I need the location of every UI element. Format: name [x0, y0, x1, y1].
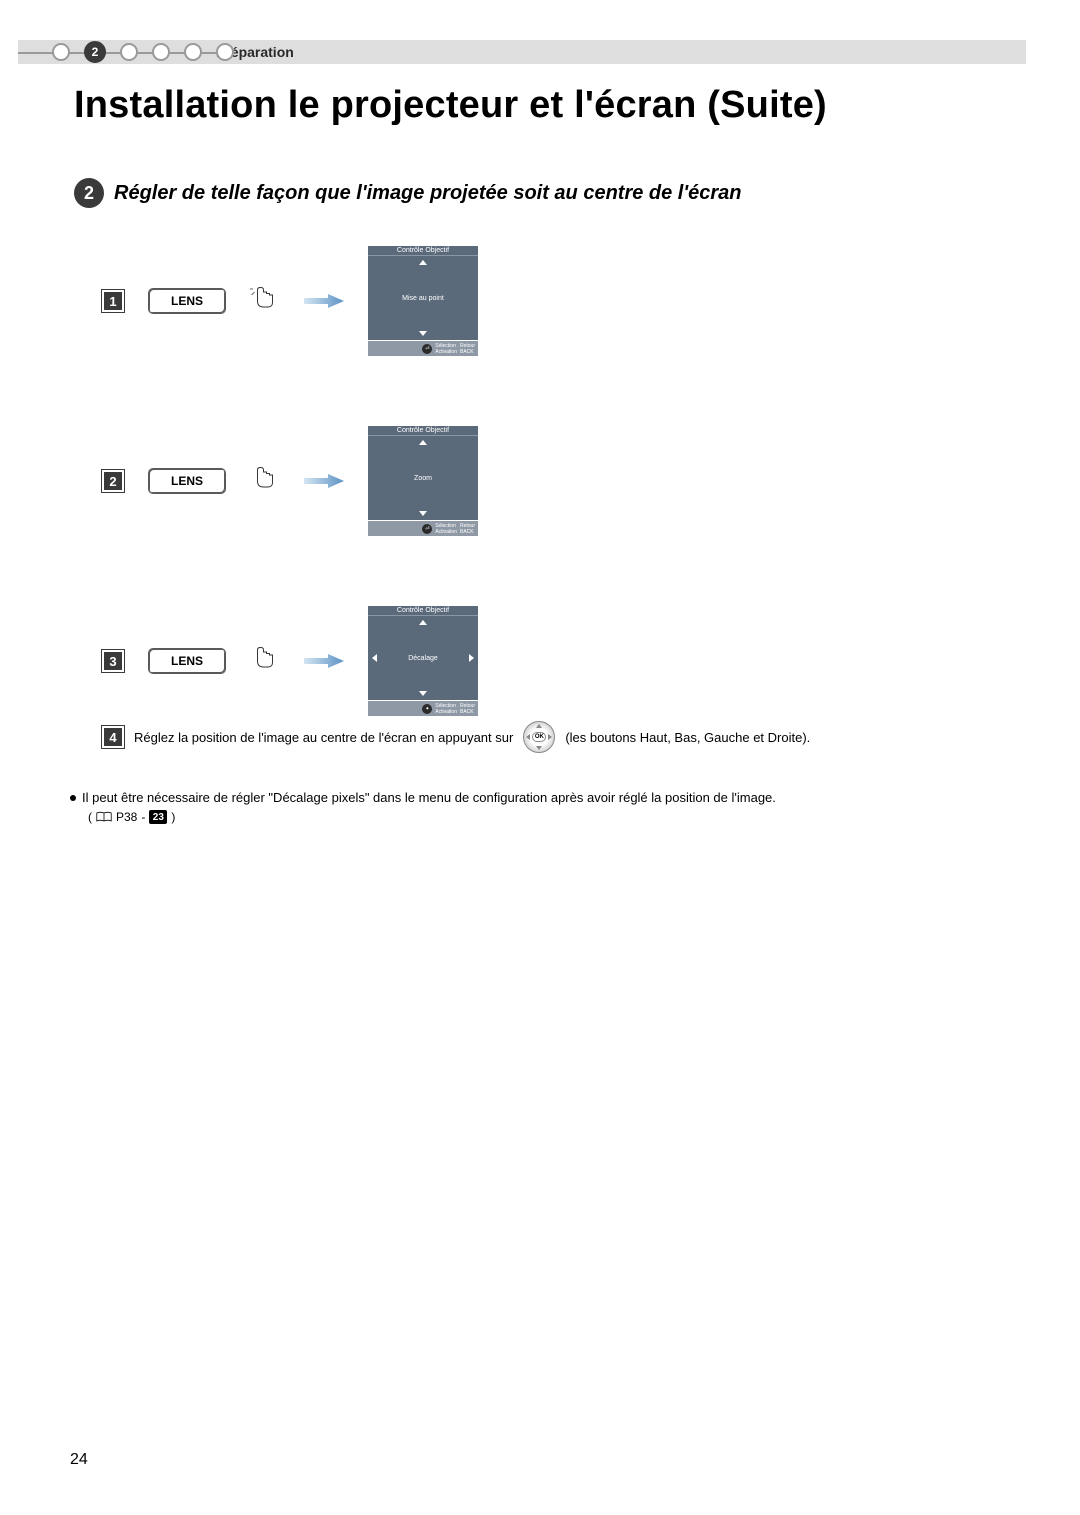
book-icon	[96, 811, 112, 823]
osd-footer-icon: ✦	[422, 704, 432, 714]
step-number-2: 2	[102, 470, 124, 492]
press-hand-icon	[250, 286, 280, 316]
right-triangle-icon	[469, 654, 474, 662]
down-triangle-icon	[419, 511, 427, 516]
down-triangle-icon	[536, 746, 542, 750]
lens-button[interactable]: LENS	[148, 288, 226, 314]
ref-open-paren: (	[88, 810, 92, 824]
osd-title: Contrôle Objectif	[368, 606, 478, 616]
arrow-icon	[304, 653, 344, 669]
osd-footer: ⏎ Sélection Activation Retour BACK	[368, 520, 478, 536]
up-triangle-icon	[419, 260, 427, 265]
step-number-1: 1	[102, 290, 124, 312]
lens-button[interactable]: LENS	[148, 468, 226, 494]
osd-footer-icon: ⏎	[422, 524, 432, 534]
press-hand-icon	[250, 466, 280, 496]
bullet-icon	[70, 795, 76, 801]
right-triangle-icon	[548, 734, 552, 740]
step-circle-5	[184, 43, 202, 61]
osd-mode-label: Zoom	[414, 475, 432, 482]
steps-container: 1 LENS Contrôle Objectif Mise au point	[102, 246, 478, 786]
left-triangle-icon	[526, 734, 530, 740]
osd-body: Mise au point	[368, 256, 478, 340]
down-triangle-icon	[419, 331, 427, 336]
step-circle-2-active: 2	[84, 41, 106, 63]
page-number: 24	[70, 1451, 88, 1469]
step-circle-4	[152, 43, 170, 61]
up-triangle-icon	[419, 440, 427, 445]
osd-panel-shift: Contrôle Objectif Décalage ✦ Sélection A…	[368, 606, 478, 716]
osd-body: Décalage	[368, 616, 478, 700]
step-circle-6	[216, 43, 234, 61]
osd-panel-zoom: Contrôle Objectif Zoom ⏎ Sélection Activ…	[368, 426, 478, 536]
osd-mode-label: Décalage	[408, 655, 438, 662]
step-1-row: 1 LENS Contrôle Objectif Mise au point	[102, 246, 478, 356]
osd-footer-activation: Activation	[435, 709, 457, 715]
ref-sep: -	[141, 810, 145, 824]
osd-footer-back: BACK	[460, 709, 475, 715]
step-2-row: 2 LENS Contrôle Objectif Zoom ⏎ Sélectio…	[102, 426, 478, 536]
step-circle-3	[120, 43, 138, 61]
step-number-4: 4	[102, 726, 124, 748]
note-row: Il peut être nécessaire de régler "Décal…	[70, 790, 1020, 805]
osd-footer: ⏎ Sélection Activation Retour BACK	[368, 340, 478, 356]
header-bar: 2 Préparation	[18, 40, 1026, 64]
osd-body: Zoom	[368, 436, 478, 520]
arrow-icon	[304, 473, 344, 489]
ref-close-paren: )	[171, 810, 175, 824]
osd-mode-label: Mise au point	[402, 295, 444, 302]
step-4-row: 4 Réglez la position de l'image au centr…	[102, 721, 810, 753]
osd-panel-focus: Contrôle Objectif Mise au point ⏎ Sélect…	[368, 246, 478, 356]
ok-navigation-disc[interactable]: OK	[523, 721, 555, 753]
osd-title: Contrôle Objectif	[368, 246, 478, 256]
step-number-3: 3	[102, 650, 124, 672]
osd-title: Contrôle Objectif	[368, 426, 478, 436]
osd-footer-back: BACK	[460, 349, 475, 355]
osd-footer-back: BACK	[460, 529, 475, 535]
up-triangle-icon	[536, 724, 542, 728]
up-triangle-icon	[419, 620, 427, 625]
osd-footer: ✦ Sélection Activation Retour BACK	[368, 700, 478, 716]
reference-row: ( P38 - 23 )	[88, 810, 175, 824]
ok-button-label: OK	[532, 732, 546, 742]
lens-button[interactable]: LENS	[148, 648, 226, 674]
section-heading: 2 Régler de telle façon que l'image proj…	[74, 178, 742, 208]
step-circle-1	[52, 43, 70, 61]
document-page: 2 Préparation Installation le projecteur…	[0, 0, 1080, 1515]
arrow-icon	[304, 293, 344, 309]
step-3-row: 3 LENS Contrôle Objectif Décalage ✦	[102, 606, 478, 716]
note-text: Il peut être nécessaire de régler "Décal…	[82, 790, 776, 805]
ref-page: P38	[116, 810, 137, 824]
section-number-badge: 2	[74, 178, 104, 208]
step-circles: 2	[52, 41, 234, 63]
page-title: Installation le projecteur et l'écran (S…	[74, 84, 827, 127]
ref-number-box: 23	[149, 810, 167, 824]
osd-footer-activation: Activation	[435, 529, 457, 535]
down-triangle-icon	[419, 691, 427, 696]
osd-footer-activation: Activation	[435, 349, 457, 355]
osd-footer-icon: ⏎	[422, 344, 432, 354]
step4-text-after: (les boutons Haut, Bas, Gauche et Droite…	[565, 730, 810, 745]
section-subtitle: Régler de telle façon que l'image projet…	[114, 182, 742, 205]
press-hand-icon	[250, 646, 280, 676]
left-triangle-icon	[372, 654, 377, 662]
step4-text-before: Réglez la position de l'image au centre …	[134, 730, 513, 745]
